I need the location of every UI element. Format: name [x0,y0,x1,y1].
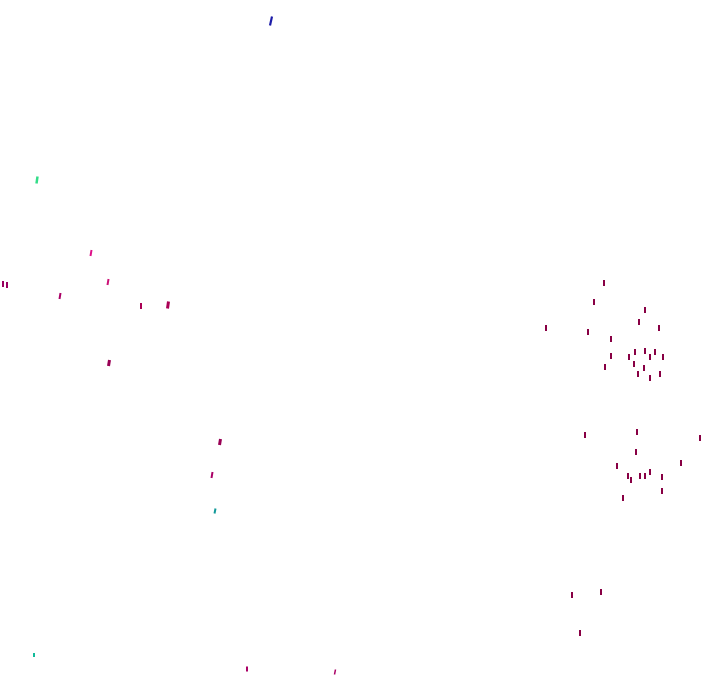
speckle [106,278,110,286]
speckle [89,249,93,257]
speckle [213,508,217,514]
speckle [218,438,222,446]
speckle [58,292,62,300]
speckle [333,669,337,675]
speckle [35,176,39,184]
speckle [107,359,111,367]
speckle [166,301,170,309]
speckles [2,16,701,675]
speckle [268,16,274,26]
speckle [210,471,214,479]
